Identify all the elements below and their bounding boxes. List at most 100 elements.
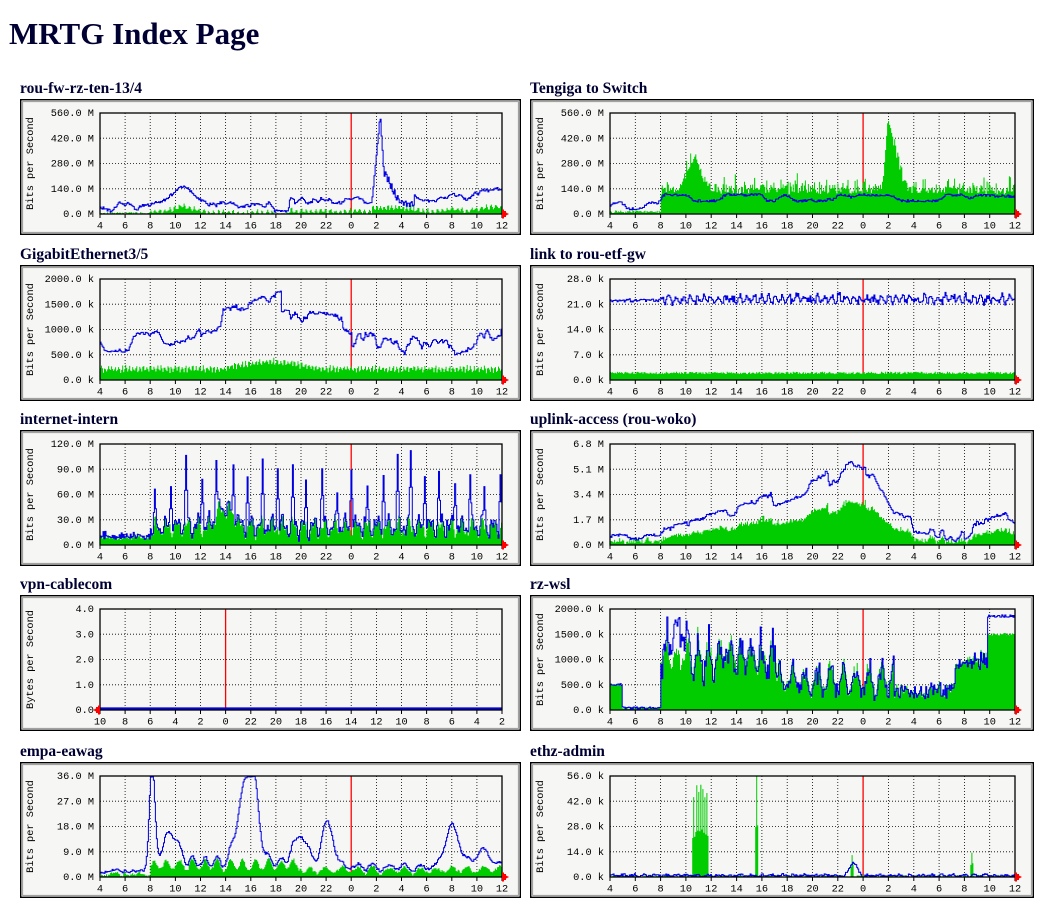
svg-text:1000.0 k: 1000.0 k	[555, 655, 604, 667]
svg-text:20: 20	[806, 552, 818, 564]
svg-text:12: 12	[370, 717, 382, 729]
svg-text:8: 8	[449, 387, 455, 399]
svg-text:8: 8	[449, 552, 455, 564]
svg-text:6: 6	[424, 884, 430, 896]
svg-text:28.0 k: 28.0 k	[567, 822, 604, 834]
svg-text:12: 12	[1009, 387, 1021, 399]
svg-text:10: 10	[680, 552, 692, 564]
svg-text:1.7 M: 1.7 M	[573, 515, 604, 527]
svg-text:2.0: 2.0	[75, 655, 94, 667]
svg-text:22: 22	[320, 387, 332, 399]
svg-text:0: 0	[860, 884, 866, 896]
svg-text:12: 12	[496, 387, 508, 399]
svg-text:16: 16	[245, 884, 257, 896]
svg-text:Bits per Second: Bits per Second	[535, 448, 547, 541]
svg-text:12: 12	[705, 221, 717, 233]
svg-text:6.8 M: 6.8 M	[573, 439, 604, 451]
svg-text:12: 12	[705, 552, 717, 564]
svg-text:8: 8	[961, 221, 967, 233]
svg-text:6: 6	[147, 717, 153, 729]
svg-text:6: 6	[632, 717, 638, 729]
svg-text:0: 0	[348, 552, 354, 564]
svg-text:20: 20	[806, 221, 818, 233]
svg-text:60.0 M: 60.0 M	[57, 490, 94, 502]
svg-text:280.0 M: 280.0 M	[51, 159, 94, 171]
svg-text:6: 6	[632, 387, 638, 399]
svg-text:2000.0 k: 2000.0 k	[45, 274, 94, 286]
svg-text:500.0 k: 500.0 k	[51, 350, 94, 362]
svg-text:14: 14	[730, 552, 742, 564]
svg-text:2: 2	[373, 221, 379, 233]
svg-text:14: 14	[730, 221, 742, 233]
svg-text:2: 2	[885, 717, 891, 729]
svg-text:10: 10	[471, 221, 483, 233]
svg-text:10: 10	[94, 717, 106, 729]
svg-text:28.0 k: 28.0 k	[567, 274, 604, 286]
svg-text:12: 12	[496, 221, 508, 233]
svg-text:0.0 M: 0.0 M	[573, 209, 604, 221]
svg-text:280.0 M: 280.0 M	[561, 159, 604, 171]
svg-text:500.0 k: 500.0 k	[561, 680, 604, 692]
svg-text:12: 12	[1009, 884, 1021, 896]
svg-text:8: 8	[961, 884, 967, 896]
svg-text:30.0 M: 30.0 M	[57, 515, 94, 527]
svg-text:Bits per Second: Bits per Second	[535, 780, 547, 873]
svg-text:4: 4	[97, 884, 103, 896]
svg-text:4: 4	[607, 221, 613, 233]
svg-text:9.0 M: 9.0 M	[63, 847, 94, 859]
svg-text:6: 6	[122, 387, 128, 399]
svg-text:18: 18	[781, 884, 793, 896]
svg-text:4: 4	[607, 884, 613, 896]
svg-text:0: 0	[348, 221, 354, 233]
svg-text:18: 18	[781, 387, 793, 399]
svg-text:16: 16	[756, 884, 768, 896]
svg-text:0: 0	[348, 884, 354, 896]
svg-text:18: 18	[270, 884, 282, 896]
svg-text:4: 4	[97, 552, 103, 564]
svg-text:12: 12	[194, 387, 206, 399]
svg-text:2: 2	[885, 221, 891, 233]
svg-text:6: 6	[424, 552, 430, 564]
svg-text:10: 10	[395, 717, 407, 729]
svg-text:42.0 k: 42.0 k	[567, 797, 604, 809]
svg-text:Bits per Second: Bits per Second	[535, 613, 547, 706]
svg-text:0: 0	[860, 387, 866, 399]
svg-text:14.0 k: 14.0 k	[567, 325, 604, 337]
svg-text:12: 12	[194, 221, 206, 233]
svg-text:20: 20	[295, 884, 307, 896]
svg-text:140.0 M: 140.0 M	[51, 184, 94, 196]
svg-text:22: 22	[832, 552, 844, 564]
svg-text:4: 4	[474, 717, 480, 729]
svg-text:1500.0 k: 1500.0 k	[555, 630, 604, 642]
svg-text:10: 10	[984, 717, 996, 729]
svg-text:6: 6	[424, 387, 430, 399]
svg-text:10: 10	[471, 387, 483, 399]
svg-text:3.4 M: 3.4 M	[573, 490, 604, 502]
svg-text:6: 6	[424, 221, 430, 233]
svg-text:36.0 M: 36.0 M	[57, 771, 94, 783]
svg-text:18: 18	[781, 221, 793, 233]
svg-text:8: 8	[147, 221, 153, 233]
svg-text:10: 10	[169, 552, 181, 564]
svg-text:8: 8	[658, 884, 664, 896]
svg-text:20: 20	[295, 387, 307, 399]
svg-text:2: 2	[499, 717, 505, 729]
svg-text:14: 14	[730, 717, 742, 729]
svg-text:22: 22	[832, 717, 844, 729]
svg-text:Bytes per Second: Bytes per Second	[25, 610, 37, 709]
svg-text:22: 22	[320, 884, 332, 896]
svg-text:8: 8	[658, 717, 664, 729]
svg-text:10: 10	[680, 717, 692, 729]
svg-text:Bits per Second: Bits per Second	[25, 448, 37, 541]
svg-text:3.0: 3.0	[75, 630, 94, 642]
svg-text:18: 18	[781, 717, 793, 729]
svg-text:12: 12	[496, 552, 508, 564]
svg-text:0.0 M: 0.0 M	[63, 540, 94, 552]
svg-text:Bits per Second: Bits per Second	[535, 117, 547, 210]
svg-text:20: 20	[295, 552, 307, 564]
svg-text:14.0 k: 14.0 k	[567, 847, 604, 859]
svg-text:16: 16	[756, 552, 768, 564]
svg-text:4: 4	[607, 717, 613, 729]
svg-text:16: 16	[245, 221, 257, 233]
svg-text:20: 20	[270, 717, 282, 729]
